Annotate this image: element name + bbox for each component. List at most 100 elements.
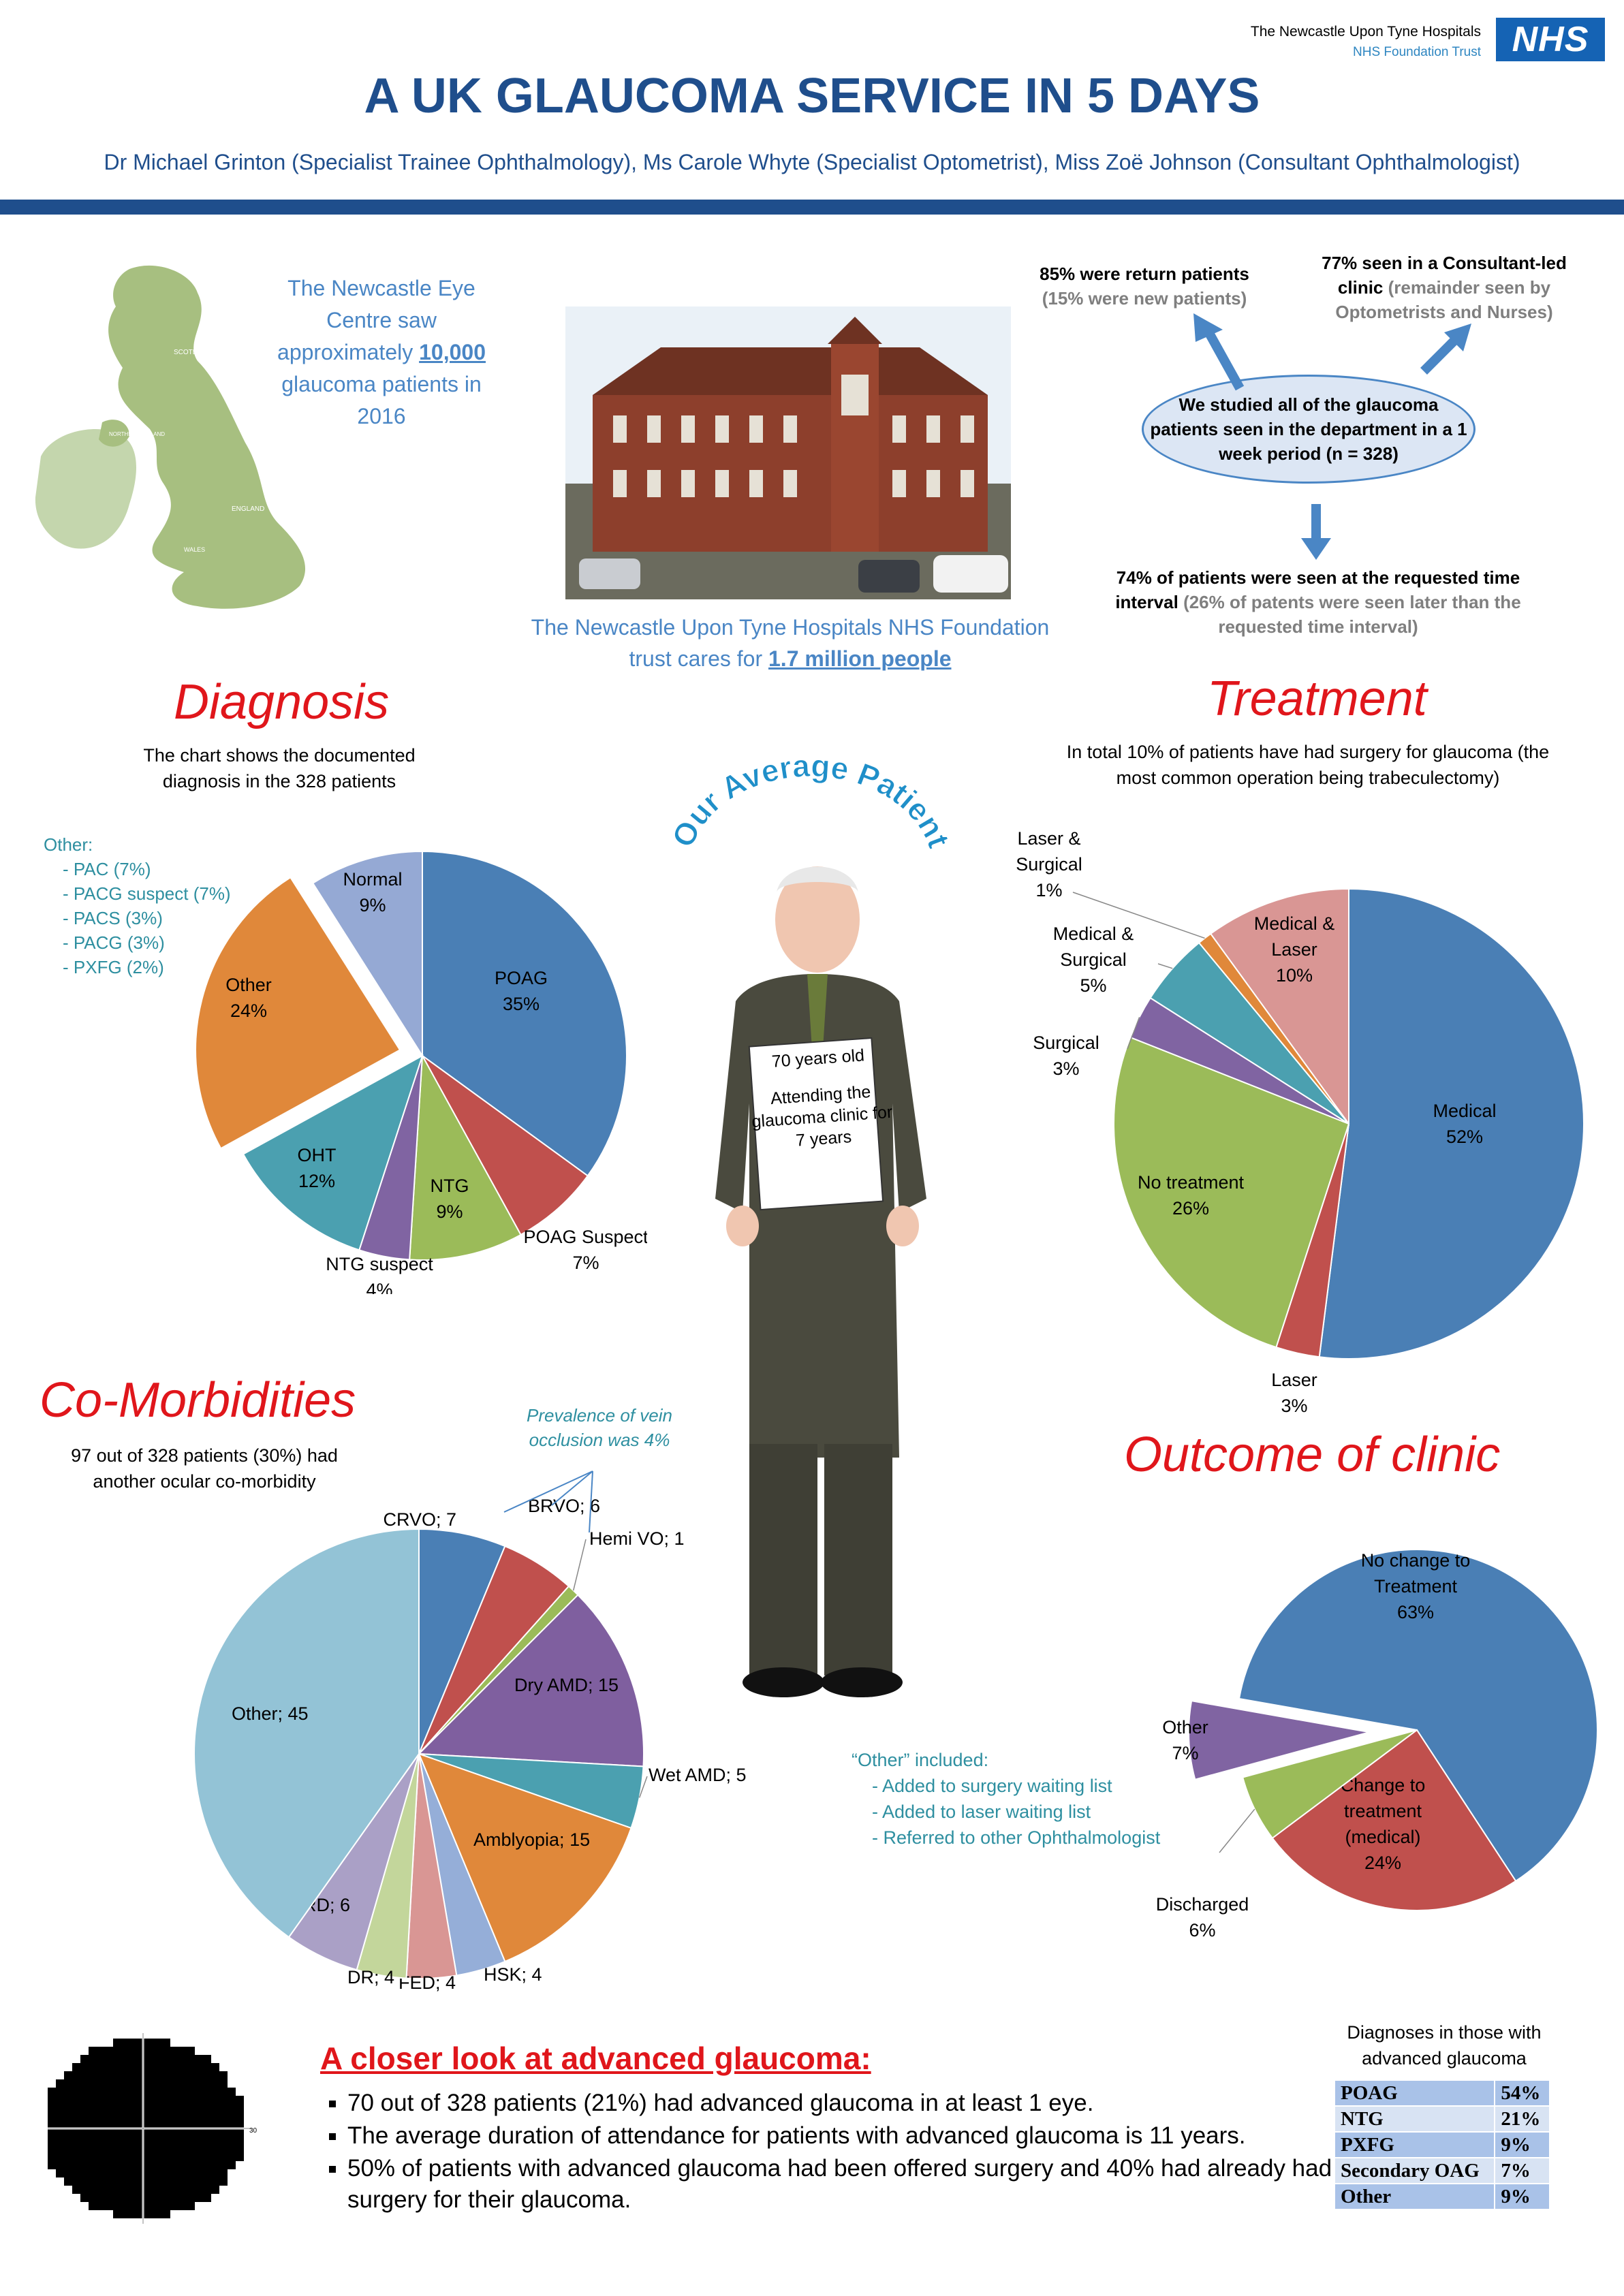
outcome-pie-chart: No change to Treatment 63% Change to treatme… [1156,1549,1598,1940]
outcome-label-no-change-to-treatment: No change to Treatment 63% [1361,1550,1471,1622]
nhs-logo: NHS [1496,18,1605,61]
visual-field-plot: 30 [48,2033,257,2224]
hospital-caption-text: The Newcastle Upon Tyne Hospitals NHS Fo… [531,615,1050,671]
diagnosis-slice-ntg [409,1053,522,1261]
table-cell: Secondary OAG [1333,2157,1496,2184]
patient-attendance: Attending the glaucoma clinic for 7 year… [751,1082,894,1150]
diagnosis-label-poag: POAG 35% [495,968,548,1014]
diagnosis-label-other: Other 24% [225,975,272,1021]
hospital-photo [565,306,1011,599]
vein-occlusion-note: Prevalence of vein occlusion was 4% [527,1405,672,1450]
outcome-heading: Outcome of clinic [1124,1428,1501,1482]
comorbidities-slice-crvo [418,1528,506,1755]
comorbidities-label-dr: DR; 4 [347,1967,394,1987]
poster-title: A UK GLAUCOMA SERVICE IN 5 DAYS [364,69,1260,123]
eye-centre-text: The Newcastle Eye Centre saw approximate… [259,272,504,433]
treatment-slice-medical [1318,887,1584,1359]
treatment-leader-surgical [1127,1017,1140,1050]
comorbidities-description: 97 out of 328 patients (30%) had another… [71,1445,338,1492]
patients-count: 10,000 [419,340,486,364]
treatment-leader-medical-surgical [1157,963,1173,969]
diagnosis-label-ntg: NTG 9% [431,1176,469,1222]
arrow-up-left [1201,324,1245,391]
diagnosis-slice-normal [311,850,423,1058]
table-cell: 54% [1494,2079,1550,2107]
treatment-label-surgical: Surgical 3% [1033,1033,1099,1079]
remainder-text: (remainder seen by Optometrists and Nurs… [1335,277,1553,322]
average-patient-arc-title: Our Average Patient [664,749,957,853]
table-cell: POAG [1333,2079,1496,2107]
comorbidities-label-fed: FED; 4 [399,1972,456,1993]
table-row: Other 9% [1333,2183,1550,2210]
study-summary: We studied all of the glaucoma patients … [1150,394,1467,464]
other-item: PACS (3%) [73,908,163,928]
diagnosis-heading: Diagnosis [174,675,390,729]
comorbidities-label-dry-amd: Dry AMD; 15 [514,1675,619,1695]
header-divider [0,200,1624,215]
map-label-wales: WALES [184,546,205,553]
outcome-other-item: Referred to other Ophthalmologist [883,1827,1161,1848]
trust-subtitle: NHS Foundation Trust [1353,45,1481,59]
outcome-label-change-to-treatment-medical: Change to treatment (medical) 24% [1341,1775,1426,1873]
outcome-slice-no-change-to-treatment [1238,1549,1598,1883]
trust-name-block: The Newcastle Upon Tyne Hospitals NHS Fo… [1251,22,1481,63]
average-patient-figure [715,866,926,1697]
advanced-bullet: 70 out of 328 patients (21%) had advance… [347,2088,1335,2119]
outcome-slice-discharged [1242,1729,1418,1840]
vein-arrow-hemi [589,1471,593,1533]
late-text: (26% of patents were seen later than the… [1183,592,1521,637]
hospital-caption: The Newcastle Upon Tyne Hospitals NHS Fo… [525,612,1056,674]
outcome-label-discharged: Discharged 6% [1156,1894,1249,1940]
outcome-other-title: “Other” included: [852,1750,989,1770]
diagnosis-slice-oht [242,1054,424,1251]
outcome-label-other: Other 7% [1162,1717,1208,1763]
treatment-heading: Treatment [1207,672,1427,726]
interval-text: 74% of patients were seen at the request… [1115,567,1520,612]
advanced-bullet: The average duration of attendance for p… [347,2120,1335,2152]
other-item: PACG (3%) [73,932,165,953]
table-row: PXFG 9% [1333,2131,1550,2158]
comorbidities-leader-hemi-vo [572,1539,587,1591]
patient-sign-text: 70 years old Attending the glaucoma clin… [743,1043,899,1155]
diagnosis-description: The chart shows the documented diagnosis… [143,745,416,791]
diagnosis-other-list: Other: - PAC (7%) - PACG suspect (7%) - … [44,832,231,979]
population-count: 1.7 million people [768,646,952,671]
comorbidities-label-wet-amd: Wet AMD; 5 [649,1765,747,1785]
outcome-other-list: “Other” included: - Added to surgery wai… [852,1747,1160,1851]
comorbidities-slice-amblyopia [418,1752,632,1963]
comorbidities-label-amblyopia: Amblyopia; 15 [473,1829,590,1850]
table-cell: 21% [1494,2105,1550,2133]
arrow-up-right [1420,334,1461,375]
table-row: POAG 54% [1333,2079,1550,2107]
diagnosis-label-oht: OHT 12% [298,1145,337,1191]
treatment-label-laser: Laser 3% [1271,1370,1317,1416]
outcome-slice-change-to-treatment-medical [1271,1729,1517,1911]
vein-arrow-crvo [503,1471,593,1513]
authors: Dr Michael Grinton (Specialist Trainee O… [104,150,1520,174]
table-cell: 9% [1494,2131,1550,2158]
other-item: PXFG (2%) [73,957,164,977]
treatment-label-laser-surgical: Laser & Surgical 1% [1016,828,1082,900]
diagnosis-pie-chart: POAG 35% POAG Suspect 7% NTG 9% NTG suspect 4% O… [195,850,647,1294]
treatment-slice-medical-laser [1209,887,1349,1127]
other-item: PACG suspect (7%) [73,883,231,904]
diagnosis-slice-poag-suspect [422,1055,589,1236]
comorbidities-leader-wet-amd [638,1776,648,1798]
advanced-bullet: 50% of patients with advanced glaucoma h… [347,2153,1335,2216]
outcome-other-item: Added to surgery waiting list [882,1776,1112,1796]
table-row: Secondary OAG 7% [1333,2157,1550,2184]
uk-map-image: SCOTLAND NORTHERN IRELAND ENGLAND WALES [27,259,341,633]
eye-centre-text-1: The Newcastle Eye Centre saw approximate… [277,276,475,364]
advanced-bullets: 70 out of 328 patients (21%) had advance… [320,2088,1335,2217]
comorbidities-slice-other [193,1528,420,1938]
eye-centre-text-2: glaucoma patients in 2016 [281,372,482,428]
comorbidities-label-hemi-vo: Hemi VO; 1 [589,1528,685,1549]
arc-title-text: Our Average Patient [665,749,957,853]
diagnosis-label-ntg-suspect: NTG suspect 4% [326,1254,433,1294]
table-cell: Other [1333,2183,1496,2210]
diagnosis-slice-poag [422,850,627,1177]
field-tick-label: 30 [249,2127,257,2135]
map-label-england: ENGLAND [232,505,264,513]
table-cell: 9% [1494,2183,1550,2210]
advanced-diagnoses-table: POAG 54% NTG 21% PXFG 9% Secondary OAG 7% Ot… [1333,2079,1550,2210]
